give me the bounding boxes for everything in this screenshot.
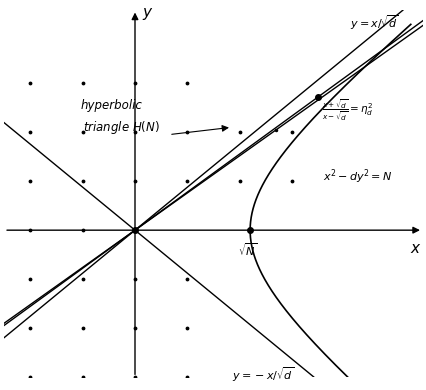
Text: $y = -x/\sqrt{d}$: $y = -x/\sqrt{d}$ xyxy=(231,365,294,384)
Text: $x^2 - dy^2 = N$: $x^2 - dy^2 = N$ xyxy=(322,167,392,186)
Text: $\frac{x+\sqrt{d}}{x-\sqrt{d}} = \eta_d^2$: $\frac{x+\sqrt{d}}{x-\sqrt{d}} = \eta_d^… xyxy=(322,98,373,123)
Text: $y = x/\sqrt{d}$: $y = x/\sqrt{d}$ xyxy=(349,13,397,32)
Text: x: x xyxy=(409,241,418,256)
Text: $\sqrt{N}$: $\sqrt{N}$ xyxy=(237,241,256,258)
Text: hyperbolic: hyperbolic xyxy=(81,99,142,112)
Text: y: y xyxy=(143,5,152,20)
Text: triangle $H(N)$: triangle $H(N)$ xyxy=(83,119,160,136)
